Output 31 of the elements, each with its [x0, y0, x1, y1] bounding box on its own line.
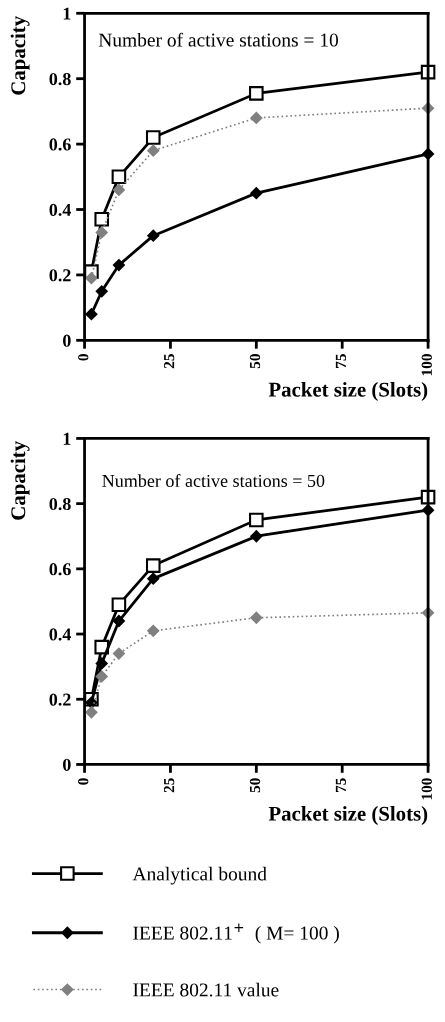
- y-axis-title: Capacity: [10, 441, 30, 520]
- x-axis-title: Packet size (Slots): [268, 806, 428, 826]
- legend-label: IEEE 802.11$^{+}$ ( M= 100 ): [133, 923, 339, 944]
- annotation: Number of active stations = 10: [98, 32, 339, 47]
- x-tick-label: 50: [249, 354, 261, 369]
- y-tick-label: 1: [63, 432, 71, 445]
- y-tick-label: 0.6: [49, 138, 71, 151]
- y-axis-title: Capacity: [10, 16, 30, 95]
- y-tick-label: 0: [63, 758, 71, 771]
- x-tick-label: 100: [421, 354, 432, 376]
- legend-label: IEEE 802.11 value: [133, 982, 279, 997]
- x-tick-label: 50: [249, 778, 261, 793]
- y-tick-label: 0.4: [49, 203, 72, 217]
- y-tick-label: 0.8: [49, 72, 71, 86]
- y-tick-label: 1: [63, 7, 71, 20]
- x-tick-label: 0: [78, 354, 89, 361]
- x-axis-title: Packet size (Slots): [268, 381, 428, 401]
- x-tick-label: 25: [163, 354, 175, 369]
- x-tick-label: 100: [421, 778, 432, 800]
- y-tick-label: 0.8: [49, 497, 71, 511]
- y-tick-label: 0.2: [49, 269, 71, 282]
- annotation: Number of active stations = 50: [102, 474, 325, 488]
- y-tick-label: 0.2: [49, 693, 71, 706]
- x-tick-label: 25: [163, 778, 175, 793]
- x-tick-label: 0: [78, 778, 89, 785]
- legend-label: Analytical bound: [132, 866, 267, 885]
- y-tick-label: 0.4: [49, 628, 72, 641]
- y-tick-label: 0.6: [49, 563, 71, 576]
- x-tick-label: 75: [335, 354, 347, 368]
- x-tick-label: 75: [335, 778, 347, 793]
- y-tick-label: 0: [63, 334, 71, 347]
